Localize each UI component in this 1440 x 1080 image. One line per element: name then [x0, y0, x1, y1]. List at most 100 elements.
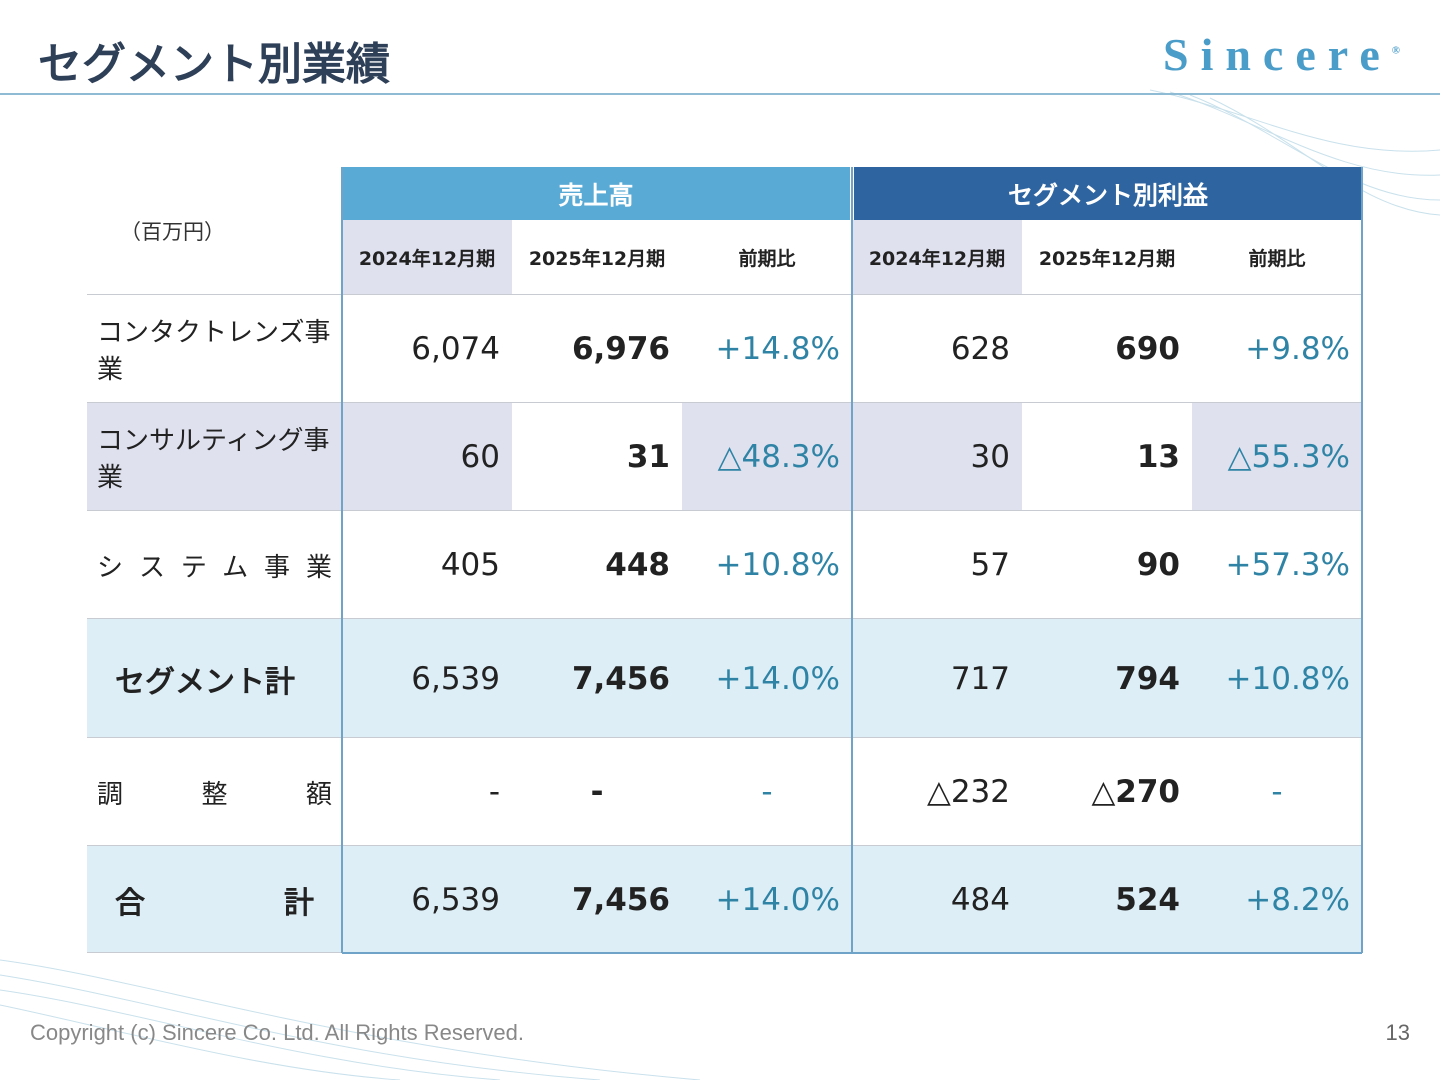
cell-value-text: 7,456: [571, 881, 670, 918]
column-header: 2025年12月期: [1022, 220, 1192, 295]
cell-value-text: +10.8%: [715, 547, 840, 583]
row-label: セグメント計: [87, 619, 342, 738]
row-label: 合計: [87, 846, 342, 953]
column-header: 2024年12月期: [852, 220, 1022, 295]
cell-value-text: 6,539: [411, 881, 500, 918]
cell-value: -: [512, 738, 682, 846]
cell-value: +9.8%: [1192, 295, 1362, 403]
cell-value-text: △232: [926, 774, 1010, 810]
logo-text: Sincere: [1162, 29, 1392, 80]
group-header-text: 売上高: [558, 180, 634, 210]
cell-value: 794: [1022, 619, 1192, 738]
cell-value: -: [342, 738, 512, 846]
cell-value: 6,976: [512, 295, 682, 403]
header-rule: [0, 93, 1440, 95]
row-rule: [87, 737, 1362, 738]
row-label-text: コンタクトレンズ事業: [97, 318, 331, 385]
cell-value-text: +14.0%: [715, 660, 840, 697]
column-header: 2025年12月期: [512, 220, 682, 295]
cell-value: 90: [1022, 511, 1192, 619]
cell-value-text: 690: [1115, 331, 1180, 367]
row-label-text: 調整額: [97, 779, 332, 810]
copyright: Copyright (c) Sincere Co. Ltd. All Right…: [30, 1020, 524, 1045]
cell-value: +10.8%: [682, 511, 852, 619]
row-label-text: セグメント計: [115, 664, 295, 700]
cell-value: 405: [342, 511, 512, 619]
cell-value-text: -: [1271, 774, 1283, 810]
cell-value: 717: [852, 619, 1022, 738]
cell-value-text: +8.2%: [1245, 881, 1350, 918]
row-label: システム事業: [87, 511, 342, 619]
column-header-text: 前期比: [738, 248, 796, 270]
row-label-text: 合計: [115, 885, 314, 921]
row-label-text: コンサルティング事業: [97, 426, 330, 493]
cell-value: -: [682, 738, 852, 846]
cell-value-text: 30: [970, 439, 1010, 475]
column-rule: [341, 167, 343, 953]
cell-value-text: △270: [1091, 774, 1180, 810]
column-header-text: 前期比: [1248, 248, 1306, 270]
cell-value-text: +57.3%: [1225, 547, 1350, 583]
cell-value-text: 6,976: [571, 331, 670, 367]
cell-value: 524: [1022, 846, 1192, 953]
cell-value: 13: [1022, 403, 1192, 511]
column-header-text: 2024年12月期: [868, 248, 1006, 270]
cell-value: 7,456: [512, 619, 682, 738]
cell-value: +14.8%: [682, 295, 852, 403]
column-header: 2024年12月期: [342, 220, 512, 295]
row-rule: [87, 618, 1362, 619]
row-rule: [87, 510, 1362, 511]
row-label: コンタクトレンズ事業: [87, 295, 342, 403]
cell-value-text: -: [488, 774, 500, 810]
cell-value-text: 90: [1136, 547, 1180, 583]
cell-value-text: +14.0%: [715, 881, 840, 918]
cell-value-text: 717: [950, 660, 1010, 697]
cell-value-text: -: [761, 774, 773, 810]
row-label: コンサルティング事業: [87, 403, 342, 511]
cell-value-text: 484: [950, 881, 1010, 918]
row-label: 調整額: [87, 738, 342, 846]
cell-value: 31: [512, 403, 682, 511]
column-header-text: 2025年12月期: [1038, 248, 1176, 270]
cell-value-text: +9.8%: [1245, 331, 1350, 367]
row-rule: [87, 845, 1362, 846]
column-header-text: 2024年12月期: [358, 248, 496, 270]
cell-value: 57: [852, 511, 1022, 619]
logo-mark: ®: [1391, 44, 1400, 57]
cell-value: +8.2%: [1192, 846, 1362, 953]
cell-value-text: 794: [1115, 660, 1180, 697]
cell-value: △55.3%: [1192, 403, 1362, 511]
cell-value-text: 524: [1115, 881, 1180, 918]
cell-value: △48.3%: [682, 403, 852, 511]
cell-value-text: 6,074: [411, 331, 500, 367]
cell-value-text: 60: [460, 439, 500, 475]
cell-value: +10.8%: [1192, 619, 1362, 738]
cell-value-text: △55.3%: [1227, 439, 1350, 475]
row-rule: [87, 294, 1362, 295]
cell-value: -: [1192, 738, 1362, 846]
group-header-text: セグメント別利益: [1007, 180, 1208, 210]
cell-value-text: 448: [605, 547, 670, 583]
page-number: 13: [1385, 1020, 1410, 1045]
cell-value-text: -: [590, 774, 604, 810]
cell-value-text: +10.8%: [1225, 660, 1350, 697]
cell-value-text: 7,456: [571, 660, 670, 697]
cell-value: +14.0%: [682, 619, 852, 738]
cell-value: 6,074: [342, 295, 512, 403]
cell-value-text: 57: [970, 547, 1010, 583]
cell-value: 628: [852, 295, 1022, 403]
cell-value: 6,539: [342, 846, 512, 953]
cell-value-text: +14.8%: [715, 331, 840, 367]
cell-value: 448: [512, 511, 682, 619]
cell-value: 484: [852, 846, 1022, 953]
cell-value: +57.3%: [1192, 511, 1362, 619]
column-header: 前期比: [682, 220, 852, 295]
title: セグメント別業績: [38, 39, 390, 90]
column-rule: [1361, 167, 1363, 953]
cell-value: 690: [1022, 295, 1192, 403]
unit-note: （百万円）: [120, 220, 225, 244]
group-header: セグメント別利益: [854, 167, 1362, 220]
group-header: 売上高: [342, 167, 850, 220]
